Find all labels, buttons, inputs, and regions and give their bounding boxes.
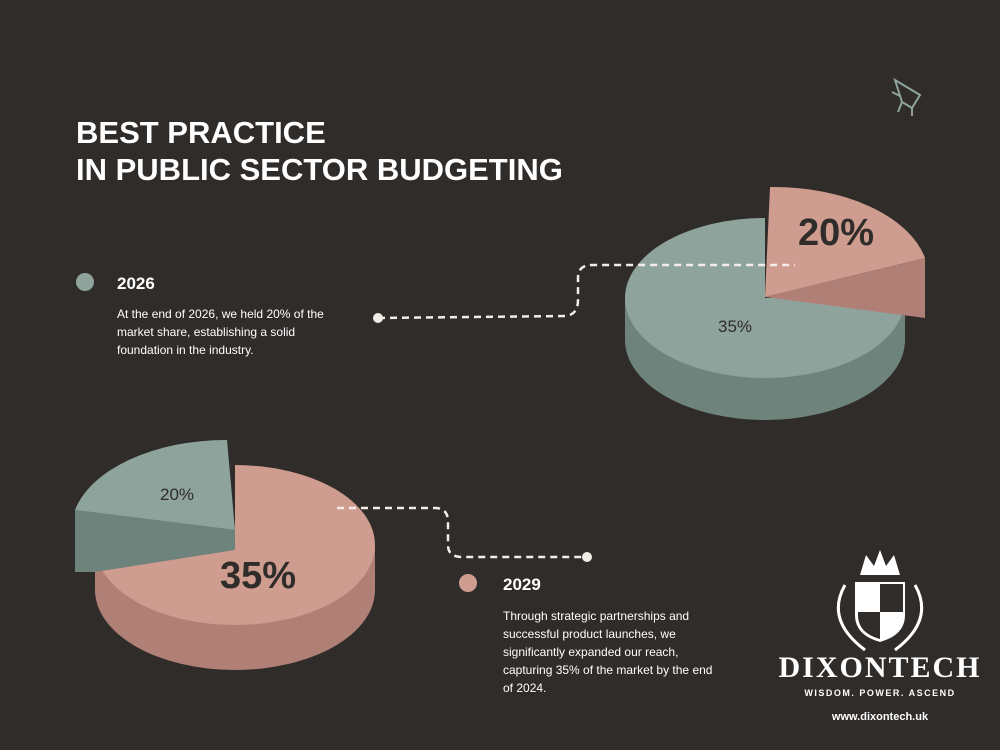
entry-year: 2029 (503, 575, 541, 594)
entry-text: Through strategic partnerships and succes… (503, 609, 712, 695)
pie-slice (75, 439, 235, 530)
entry-year: 2026 (117, 274, 155, 293)
entry-line: foundation in the industry. (117, 343, 254, 357)
entry-text: At the end of 2026, we held 20% of the ma… (117, 307, 324, 357)
pie-bottom: 20% 35% (75, 439, 375, 670)
slice-label: 20% (798, 212, 874, 254)
brand-tagline: WISDOM. POWER. ASCEND (804, 688, 955, 698)
entry-marker (459, 574, 477, 592)
entry-line: capturing 35% of the market by the end (503, 663, 712, 677)
pie-side (765, 258, 925, 318)
slice-label: 35% (220, 555, 296, 597)
connector (337, 263, 795, 559)
shield-quarters (858, 584, 903, 639)
crown (860, 550, 900, 575)
entry-line: Through strategic partnerships and (503, 609, 689, 623)
pie-slice (765, 186, 925, 297)
laurel (836, 584, 924, 652)
rocket-icon (891, 77, 922, 116)
brand-name: DIXONTECH (778, 651, 981, 684)
entry-line: of 2024. (503, 681, 546, 695)
entry-line: market share, establishing a solid (117, 325, 295, 339)
logo: DIXONTECH WISDOM. POWER. ASCEND www.dixo… (778, 550, 981, 723)
slice-label: 20% (160, 485, 194, 504)
entry-line: significantly expanded our reach, (503, 645, 678, 659)
connector-dot (582, 552, 592, 562)
title: IN PUBLIC SECTOR BUDGETING (76, 152, 563, 187)
entry-line: At the end of 2026, we held 20% of the (117, 307, 324, 321)
slice-label: 35% (718, 317, 752, 336)
title: BEST PRACTICE (76, 115, 326, 150)
pie-top: 20% 35% (625, 186, 925, 420)
entry-marker (76, 273, 94, 291)
connector-dot (373, 313, 383, 323)
brand-url: www.dixontech.uk (831, 711, 929, 723)
pie-side (75, 510, 235, 572)
entry-line: successful product launches, we (503, 627, 676, 641)
